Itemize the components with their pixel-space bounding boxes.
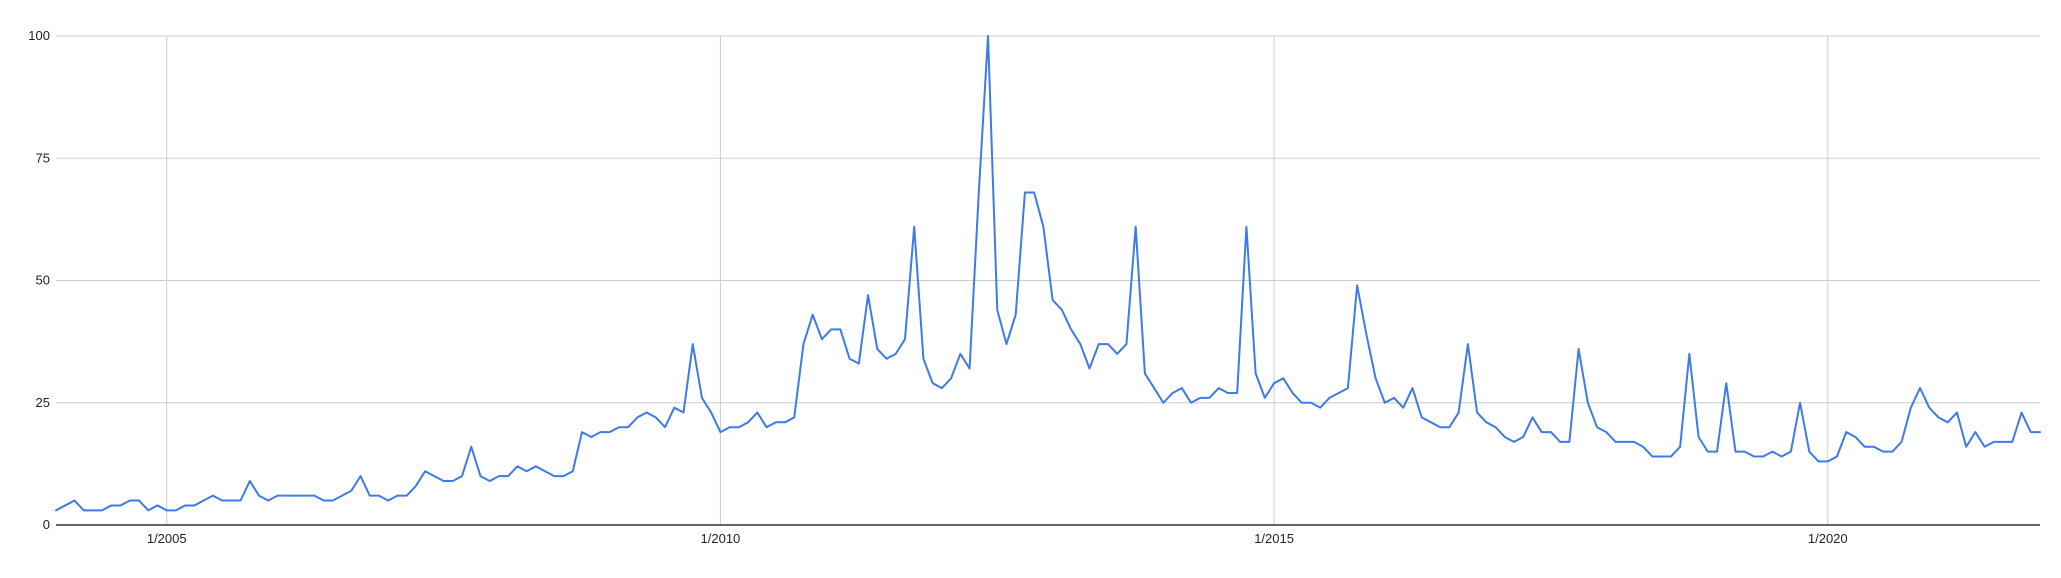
x-axis-tick-labels: 1/2005 1/2010 1/2015 1/2020 — [147, 531, 1848, 546]
y-axis-tick-labels: 0 25 50 75 100 — [28, 28, 50, 532]
series-layer — [55, 35, 2041, 512]
gridlines — [56, 35, 2040, 525]
y-tick-label: 25 — [36, 395, 50, 410]
series-line — [55, 35, 2041, 512]
x-tick-label: 1/2005 — [147, 531, 187, 546]
x-tick-label: 1/2020 — [1808, 531, 1848, 546]
y-tick-label: 0 — [43, 517, 50, 532]
x-tick-label: 1/2010 — [701, 531, 741, 546]
x-tick-label: 1/2015 — [1254, 531, 1294, 546]
y-tick-label: 75 — [36, 150, 50, 165]
y-tick-label: 50 — [36, 273, 50, 288]
y-tick-label: 100 — [28, 28, 50, 43]
